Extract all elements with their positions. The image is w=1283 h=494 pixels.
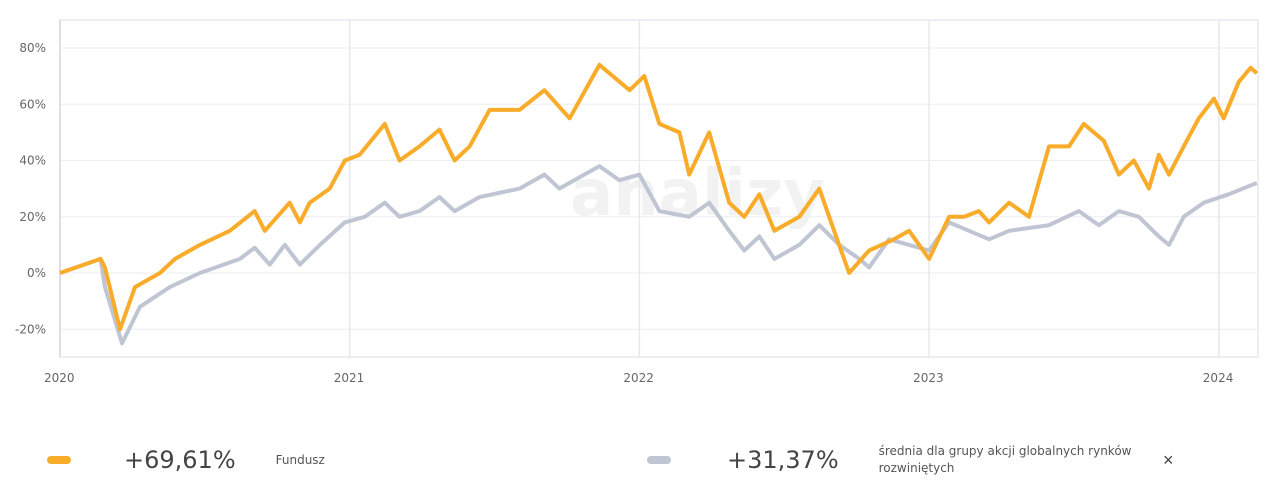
x-tick-label: 2024 (1203, 371, 1234, 385)
fund-swatch (47, 456, 71, 464)
y-tick-label: 0% (27, 266, 46, 280)
legend-item-fund[interactable]: +69,61% Fundusz (47, 440, 325, 480)
fund-return: +69,61% (124, 446, 236, 474)
x-tick-label: 2023 (913, 371, 944, 385)
fund-label: Fundusz (275, 452, 325, 467)
benchmark-swatch (647, 456, 671, 464)
benchmark-line (59, 164, 1258, 346)
y-tick-label: -20% (15, 322, 46, 336)
benchmark-return: +31,37% (727, 446, 839, 474)
performance-chart: analizy -20% 0% 20% 40% 60% 80% 2020 2021 2022 20… (15, 19, 1259, 385)
fund-line (59, 62, 1259, 332)
y-tick-label: 20% (19, 210, 46, 224)
x-tick-label: 2020 (44, 371, 75, 385)
legend-item-benchmark[interactable]: +31,37% średnia dla grupy akcji globalny… (647, 440, 1149, 480)
y-tick-label: 80% (19, 41, 46, 55)
benchmark-label: średnia dla grupy akcji globalnych rynkó… (878, 444, 1132, 475)
close-icon[interactable]: × (1163, 450, 1174, 470)
y-tick-label: 40% (19, 154, 46, 168)
x-tick-label: 2021 (334, 371, 365, 385)
y-tick-label: 60% (19, 97, 46, 111)
watermark-logo: analizy (570, 157, 825, 231)
x-tick-label: 2022 (623, 371, 654, 385)
